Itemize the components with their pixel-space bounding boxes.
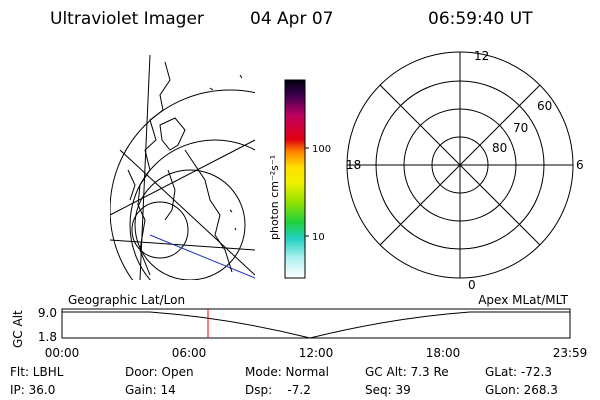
alt-ylabel: GC Alt — [11, 310, 25, 348]
info-block: Flt: LBHL Door: Open Mode: Normal GC Alt: 7… — [10, 365, 558, 397]
info-field: Seq: 39 — [365, 383, 411, 397]
date: 04 Apr 07 — [250, 9, 333, 29]
time: 06:59:40 UT — [428, 9, 533, 29]
colorbar-label: photon cm⁻²s⁻¹ — [268, 155, 281, 240]
alt-ytick-label: 1.8 — [38, 330, 57, 344]
alt-ytick-label: 9.0 — [38, 306, 57, 320]
info-field: Flt: LBHL — [10, 365, 64, 379]
alt-xtick-label: 06:00 — [172, 346, 207, 360]
alt-xtick-label: 23:59 — [553, 346, 588, 360]
info-field: IP: 36.0 — [10, 383, 55, 397]
info-field: Door: Open — [125, 365, 194, 379]
alt-curve — [62, 311, 570, 339]
colorbar-tick-label: 100 — [312, 144, 331, 155]
alt-xticks: 00:00 06:00 12:00 18:00 23:59 — [45, 346, 588, 360]
info-field: GLat: -72.3 — [485, 365, 552, 379]
alt-right-label: Apex MLat/MLT — [478, 293, 568, 307]
title: Ultraviolet Imager — [50, 9, 204, 29]
info-field: Gain: 14 — [125, 383, 176, 397]
lat-label: 80 — [492, 141, 507, 155]
info-field: Mode: Normal — [245, 365, 329, 379]
alt-frame — [61, 308, 571, 339]
info-field: GLon: 268.3 — [485, 383, 558, 397]
geo-map — [110, 55, 255, 280]
lat-label: 70 — [513, 121, 528, 135]
colorbar-tick-label: 10 — [312, 232, 325, 243]
polar-plot — [346, 51, 574, 279]
mlt-label: 0 — [468, 278, 476, 292]
info-field: GC Alt: 7.3 Re — [365, 365, 449, 379]
alt-xtick-label: 12:00 — [299, 346, 334, 360]
alt-xtick-label: 00:00 — [45, 346, 80, 360]
mlt-label: 18 — [346, 158, 361, 172]
info-field: Dsp: -7.2 — [245, 383, 311, 397]
colorbar — [284, 79, 306, 279]
alt-xtick-label: 18:00 — [426, 346, 461, 360]
lat-label: 60 — [537, 99, 552, 113]
mlt-label: 12 — [474, 49, 489, 63]
mlt-label: 6 — [576, 158, 584, 172]
alt-left-label: Geographic Lat/Lon — [68, 293, 185, 307]
